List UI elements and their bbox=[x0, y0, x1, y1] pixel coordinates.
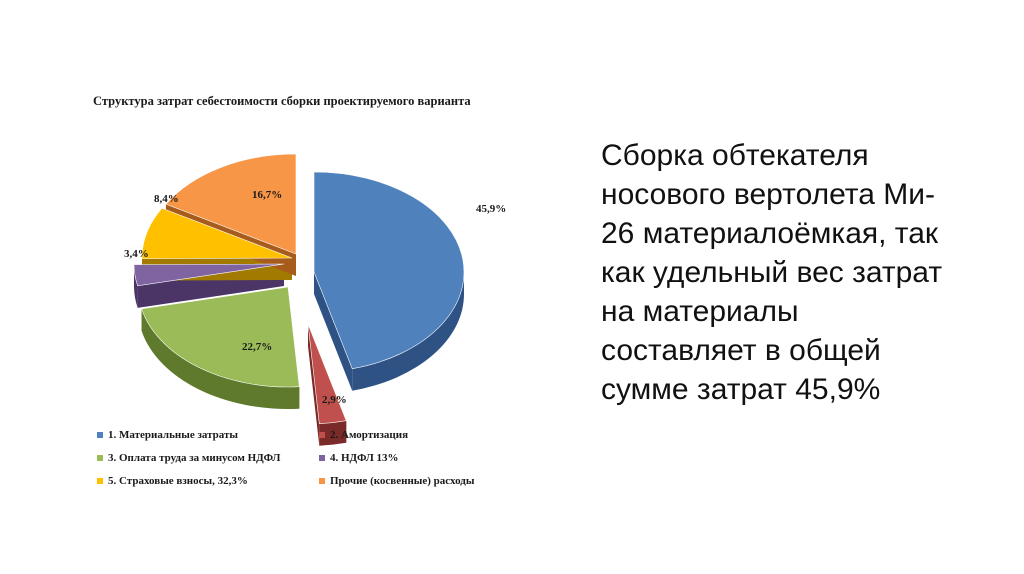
description-line: как удельный вес затрат bbox=[601, 256, 943, 289]
legend-item: 3. Оплата труда за минусом НДФЛ bbox=[97, 452, 319, 464]
legend-label: 1. Материальные затраты bbox=[108, 428, 238, 441]
pie-slice-edge bbox=[308, 324, 320, 446]
description-line: Сборка обтекателя bbox=[601, 139, 869, 172]
pie-slice bbox=[313, 171, 465, 370]
legend-label: 4. НДФЛ 13% bbox=[330, 451, 399, 464]
pie-data-label: 16,7% bbox=[252, 189, 282, 201]
legend-item: 1. Материальные затраты bbox=[97, 429, 319, 441]
description-line: на материалы bbox=[601, 295, 799, 328]
pie-data-label: 22,7% bbox=[242, 341, 272, 353]
pie-data-label: 2,9% bbox=[322, 394, 347, 406]
pie-slice-edge bbox=[314, 272, 353, 391]
pie-slice-wall bbox=[319, 420, 347, 446]
legend-item: Прочие (косвенные) расходы bbox=[319, 475, 474, 487]
pie-data-label: 3,4% bbox=[124, 248, 149, 260]
legend-item: 2. Амортизация bbox=[319, 429, 408, 441]
legend-swatch bbox=[97, 477, 103, 484]
legend-swatch bbox=[319, 431, 325, 438]
pie-slice-wall bbox=[141, 308, 300, 409]
legend-label: 5. Страховые взносы, 32,3% bbox=[108, 474, 248, 487]
legend-swatch bbox=[97, 454, 103, 461]
legend-swatch bbox=[319, 477, 325, 484]
legend-label: Прочие (косвенные) расходы bbox=[330, 474, 475, 487]
pie-slice bbox=[141, 207, 293, 259]
legend-label: 2. Амортизация bbox=[330, 428, 409, 441]
pie-slice bbox=[307, 323, 347, 425]
description-line: сумме затрат 45,9% bbox=[601, 373, 881, 406]
legend-swatch bbox=[97, 431, 103, 438]
pie-slice bbox=[141, 286, 300, 388]
legend-item: 5. Страховые взносы, 32,3% bbox=[97, 475, 319, 487]
legend-label: 3. Оплата труда за минусом НДФЛ bbox=[108, 451, 281, 464]
pie-slice bbox=[133, 263, 285, 287]
description-line: составляет в общей bbox=[601, 334, 881, 367]
pie-data-label: 8,4% bbox=[154, 193, 179, 205]
legend-swatch bbox=[319, 454, 325, 461]
legend-item: 4. НДФЛ 13% bbox=[319, 452, 399, 464]
description-line: носового вертолета Ми- bbox=[601, 178, 935, 211]
pie-slice-wall bbox=[352, 272, 464, 391]
chart-legend: 1. Материальные затраты 2. Амортизация 3… bbox=[97, 423, 557, 492]
pie-data-label: 45,9% bbox=[476, 203, 506, 215]
description-text: Сборка обтекателя носового вертолета Ми-… bbox=[601, 136, 981, 409]
chart-title: Структура затрат себестоимости сборки пр… bbox=[93, 94, 471, 108]
description-line: 26 материалоёмкая, так bbox=[601, 217, 939, 250]
pie-slice bbox=[165, 153, 297, 255]
